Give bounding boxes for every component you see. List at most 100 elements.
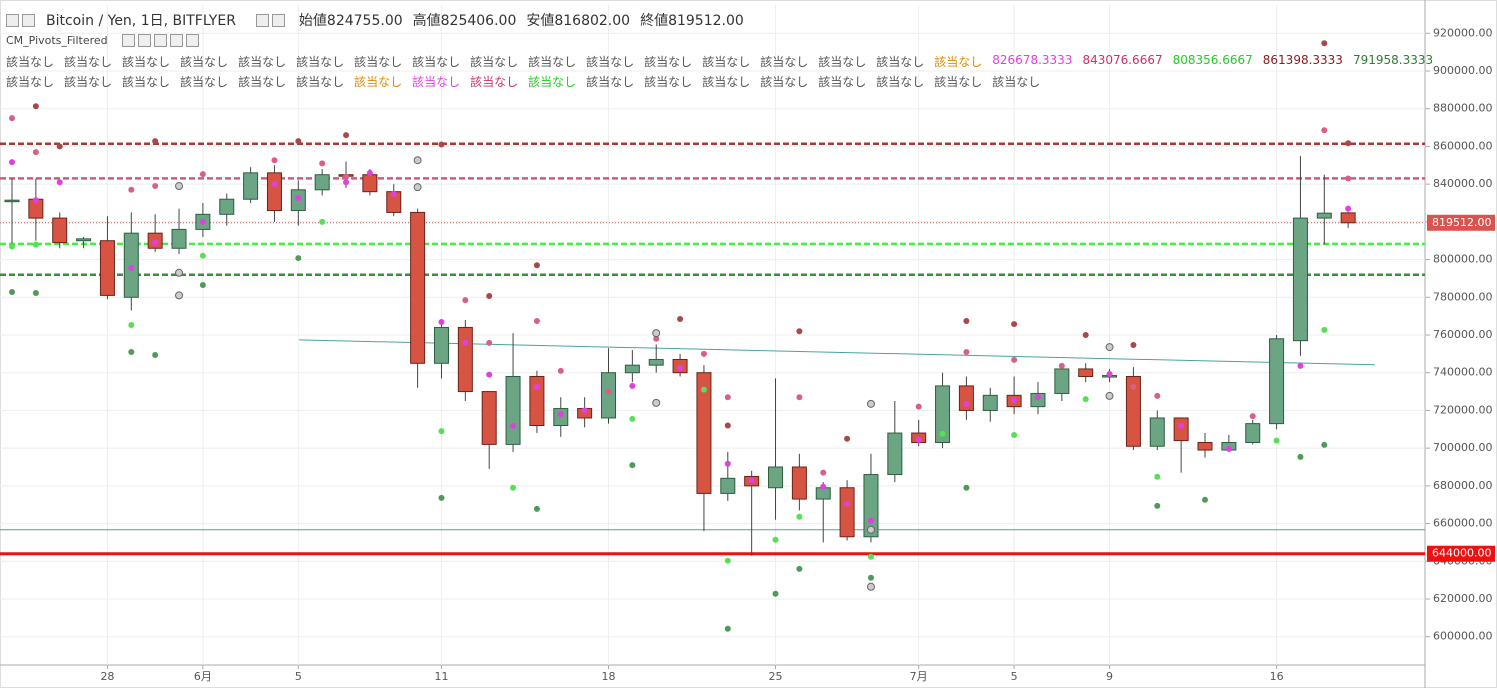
ohlc: 始値824755.00 高値825406.00 安値816802.00 終値81951… — [299, 10, 754, 30]
pivot-dot — [1130, 384, 1137, 391]
ohlc-value: 816802.00 — [554, 13, 631, 29]
pivot-dot — [820, 469, 827, 476]
pivot-dot — [867, 574, 874, 581]
settings-icon[interactable] — [271, 13, 285, 27]
pivot-dot — [1321, 326, 1328, 333]
pivot-dot — [1105, 343, 1114, 352]
status-row: 該当なし 該当なし 該当なし 該当なし 該当なし 該当なし 該当なし 該当なし 該当なし 該当なし… — [6, 53, 1433, 70]
pivot-dot — [486, 371, 493, 378]
pivot-dot — [1345, 175, 1352, 182]
pivot-dot — [510, 484, 517, 491]
pivot-dot — [295, 195, 302, 202]
symbol[interactable]: Bitcoin / Yen, 1日, BITFLYER — [46, 13, 236, 29]
pivot-dot — [128, 322, 135, 329]
status-item: 該当なし — [992, 75, 1041, 89]
pivot-dot — [438, 494, 445, 501]
source-icon[interactable] — [153, 34, 167, 47]
candle-body — [839, 487, 855, 538]
pivot-dot — [915, 436, 922, 443]
status-item: 該当なし — [528, 55, 577, 69]
status-item: 該当なし — [470, 75, 519, 89]
pivot-dot — [1082, 332, 1089, 338]
more-icon[interactable] — [169, 34, 183, 47]
candle-body — [1149, 417, 1165, 447]
candle-body — [219, 198, 235, 215]
pivot-dot — [677, 365, 684, 371]
x-tick-label: 28 — [100, 670, 114, 683]
status-item: 該当なし — [296, 55, 345, 69]
ohlc-value: 824755.00 — [326, 13, 403, 29]
ohlc-label: 高値 — [412, 13, 441, 29]
collapse-icon[interactable] — [6, 13, 19, 27]
pivot-dot — [1345, 140, 1352, 147]
close-icon[interactable] — [185, 34, 199, 47]
pivot-dot — [9, 159, 15, 166]
pivot-dot — [557, 411, 564, 418]
eye-icon[interactable] — [255, 13, 269, 27]
pivot-dot — [128, 265, 135, 272]
status-item: 該当なし — [180, 55, 229, 69]
candle-body — [481, 391, 497, 445]
pivot-dot — [629, 462, 636, 469]
pivot-dot — [605, 388, 612, 395]
status-item: 791958.3333 — [1352, 53, 1434, 67]
pivot-dot — [271, 157, 278, 164]
y-tick-label: 620000.00 — [1433, 592, 1493, 605]
pivot-dot — [963, 484, 970, 491]
pivot-dot — [413, 156, 422, 165]
pivot-dot — [772, 536, 779, 543]
x-tick-label: 18 — [602, 670, 616, 683]
settings-icon[interactable] — [137, 34, 151, 47]
indicator-name[interactable]: CM_Pivots_Filtered — [6, 34, 108, 47]
pivot-dot — [1273, 437, 1280, 444]
pivot-dot — [175, 291, 184, 300]
candle-body — [1340, 212, 1356, 224]
pivot-dot — [724, 394, 731, 401]
ohlc-item: 終値819512.00 — [640, 13, 744, 29]
pivot-dot — [319, 218, 326, 225]
pivot-dot — [1321, 127, 1328, 134]
pivot-dot — [866, 582, 875, 591]
eye-icon[interactable] — [121, 34, 135, 47]
pivot-dot — [867, 553, 874, 560]
y-tick-label: 920000.00 — [1433, 26, 1493, 39]
candle-body — [1197, 441, 1213, 451]
pivot-dot — [867, 517, 874, 524]
symbol-icon[interactable] — [22, 13, 35, 27]
candle-body — [624, 364, 640, 374]
pivot-dot — [772, 590, 779, 597]
ohlc-value: 819512.00 — [668, 13, 744, 29]
pivot-dot — [1082, 396, 1089, 403]
status-item: 該当なし — [470, 55, 519, 69]
candle-body — [1245, 423, 1261, 443]
pivot-dot — [1154, 502, 1161, 509]
pivot-dot — [128, 186, 135, 193]
candle-body — [696, 372, 712, 494]
status-item: 該当なし — [586, 55, 635, 69]
status-item: 該当なし — [818, 55, 867, 69]
indicator: CM_Pivots_Filtered — [6, 34, 202, 47]
candle-body — [863, 474, 879, 538]
status-item: 該当なし — [818, 75, 867, 89]
pivot-dot — [963, 348, 970, 355]
pivot-dot — [653, 335, 660, 342]
status-item: 該当なし — [876, 55, 925, 69]
candle-body — [362, 174, 378, 193]
pivot-dot — [413, 183, 422, 192]
pivot-dot — [1297, 362, 1304, 369]
status-item: 該当なし — [354, 75, 403, 89]
status-item: 該当なし — [412, 75, 461, 89]
pivot-dot — [1011, 431, 1018, 438]
pivot-dot — [724, 422, 731, 429]
pivot-dot — [343, 132, 350, 139]
status-item: 該当なし — [760, 75, 809, 89]
ohlc-label: 安値 — [526, 13, 555, 29]
pivot-dot — [438, 141, 445, 148]
candle-body — [266, 172, 282, 212]
pivot-dot — [629, 382, 636, 389]
y-tick-label: 840000.00 — [1433, 177, 1493, 190]
pivot-dot — [32, 241, 39, 248]
status-item: 該当なし — [934, 75, 983, 89]
